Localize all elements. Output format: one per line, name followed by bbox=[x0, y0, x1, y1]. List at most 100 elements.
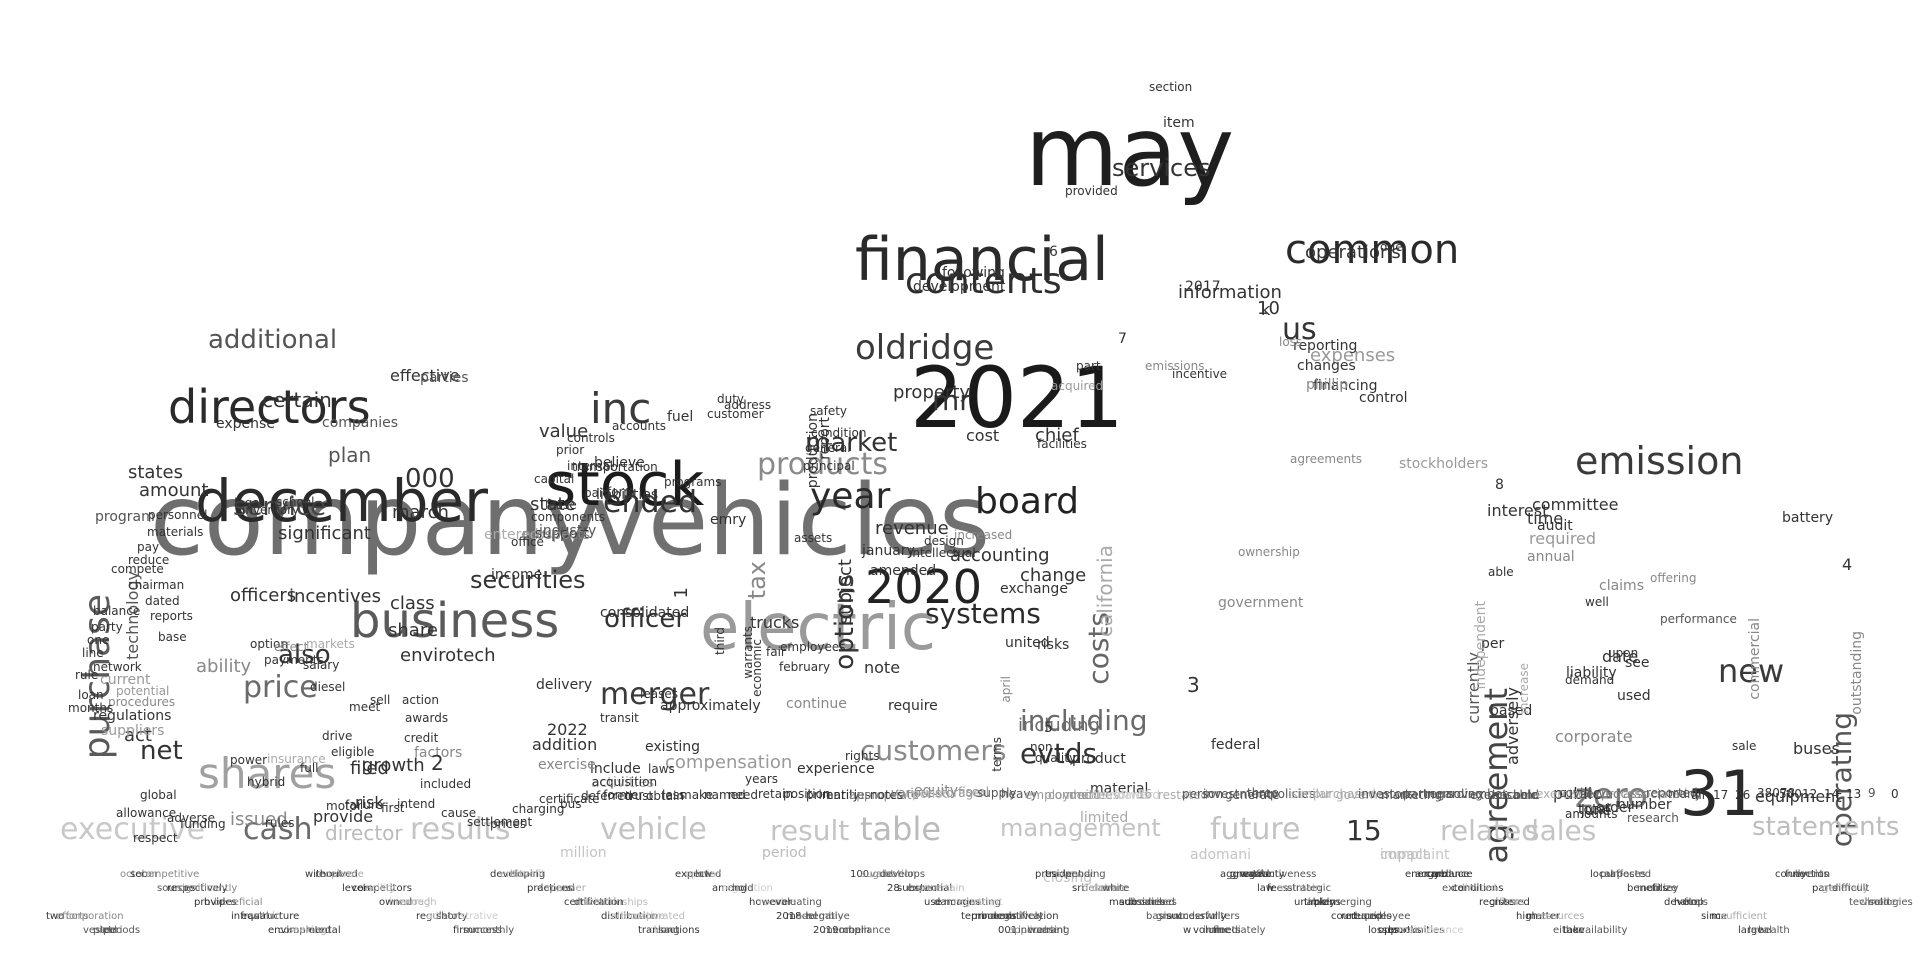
cloud-word: current bbox=[100, 672, 151, 688]
cloud-word: customer bbox=[707, 407, 764, 421]
cloud-word: opportunities bbox=[1378, 925, 1445, 936]
cloud-word: risks bbox=[1037, 637, 1070, 653]
cloud-word: president bbox=[1035, 869, 1083, 880]
cloud-word: periods bbox=[103, 925, 141, 936]
cloud-word: registered bbox=[1479, 897, 1530, 908]
cloud-word: opinion bbox=[685, 869, 722, 880]
cloud-word: sec bbox=[130, 869, 147, 880]
cloud-word: parties bbox=[420, 370, 469, 386]
cloud-word: benefits bbox=[1627, 883, 1668, 894]
cloud-word: mr bbox=[932, 384, 971, 417]
cloud-word: drive bbox=[322, 729, 353, 743]
cloud-word: become bbox=[1492, 788, 1541, 802]
cloud-word: electric bbox=[700, 591, 937, 665]
cloud-word: eligible bbox=[331, 745, 375, 759]
cloud-word: two bbox=[46, 911, 65, 922]
cloud-word: 7 bbox=[1118, 331, 1127, 347]
cloud-word: manner bbox=[547, 883, 586, 894]
cloud-word: share bbox=[388, 620, 438, 641]
cloud-word: 001 bbox=[998, 925, 1018, 936]
cloud-word: corporation bbox=[66, 911, 124, 922]
cloud-word: oldridge bbox=[855, 328, 995, 368]
cloud-word: settlement bbox=[467, 815, 533, 829]
cloud-word: network bbox=[93, 660, 142, 674]
cloud-word: companies bbox=[322, 415, 399, 431]
cloud-word: assets bbox=[794, 531, 833, 545]
cloud-word: section bbox=[1149, 80, 1193, 94]
cloud-word: reports bbox=[150, 609, 193, 623]
cloud-word: potential bbox=[116, 684, 170, 698]
cloud-word: sri bbox=[1072, 883, 1085, 894]
cloud-word: non bbox=[1030, 740, 1053, 754]
cloud-word: 100 bbox=[850, 869, 870, 880]
cloud-word: flows bbox=[1499, 897, 1525, 908]
cloud-word: difficult bbox=[1832, 883, 1870, 894]
cloud-word: operate bbox=[325, 869, 364, 880]
cloud-word: contents bbox=[905, 261, 1062, 302]
cloud-word: trust bbox=[625, 789, 654, 803]
cloud-word: believe bbox=[594, 455, 645, 471]
cloud-word: describes bbox=[1129, 897, 1177, 908]
cloud-word: process bbox=[1601, 787, 1648, 801]
cloud-word: director bbox=[325, 821, 403, 845]
cloud-word: connection bbox=[1775, 869, 1831, 880]
cloud-word: buses bbox=[1793, 739, 1840, 758]
cloud-word: matter bbox=[1526, 911, 1560, 922]
cloud-word: maintenance bbox=[1398, 925, 1464, 936]
cloud-word: cost bbox=[966, 426, 1000, 445]
cloud-word: upon bbox=[1608, 646, 1639, 660]
cloud-word: less bbox=[662, 788, 686, 802]
cloud-word: 38078 bbox=[1757, 786, 1796, 800]
cloud-word: 000 bbox=[405, 464, 455, 494]
cloud-word: impact bbox=[1380, 847, 1429, 863]
cloud-word: investment bbox=[1203, 787, 1271, 801]
cloud-word: provides bbox=[194, 897, 237, 908]
cloud-word: applicable bbox=[1008, 925, 1060, 936]
cloud-word: company bbox=[150, 464, 602, 578]
cloud-word: delivery bbox=[536, 677, 593, 693]
cloud-word: 2017 bbox=[1185, 279, 1221, 295]
cloud-word: base bbox=[158, 630, 187, 644]
cloud-word: months bbox=[68, 701, 114, 715]
cloud-word: certificate bbox=[539, 792, 600, 806]
cloud-word: party bbox=[91, 620, 123, 634]
cloud-word: change bbox=[1020, 565, 1087, 586]
cloud-word: sold bbox=[1869, 897, 1890, 908]
cloud-word: market bbox=[805, 428, 898, 458]
cloud-word: additional bbox=[208, 325, 338, 355]
cloud-word: control bbox=[1359, 390, 1408, 406]
cloud-word: filed bbox=[350, 758, 389, 779]
cloud-word: total bbox=[1578, 802, 1611, 818]
cloud-word: business bbox=[350, 593, 560, 649]
cloud-word: vehicle bbox=[600, 812, 707, 847]
cloud-word: offering bbox=[1650, 571, 1697, 585]
cloud-word: emission bbox=[1575, 439, 1744, 483]
cloud-word: chain bbox=[843, 925, 871, 936]
cloud-word: sales bbox=[1525, 814, 1597, 847]
cloud-word: loan bbox=[78, 688, 104, 702]
cloud-word: warrant bbox=[1028, 925, 1067, 936]
cloud-word: january bbox=[862, 543, 915, 559]
cloud-word: developing bbox=[490, 869, 546, 880]
cloud-word: new bbox=[1718, 652, 1785, 690]
cloud-word: restated bbox=[1158, 788, 1209, 802]
cloud-word: fleets bbox=[1213, 925, 1241, 936]
cloud-word: global bbox=[140, 788, 177, 802]
cloud-word: full bbox=[300, 761, 319, 775]
cloud-word: awards bbox=[405, 711, 449, 725]
cloud-word: 500 bbox=[1779, 787, 1802, 801]
cloud-word: interest bbox=[1487, 501, 1549, 520]
cloud-word: extent bbox=[1442, 883, 1475, 894]
cloud-word: expenses bbox=[1310, 345, 1396, 366]
cloud-word: shares bbox=[198, 749, 337, 798]
cloud-word: incorporated bbox=[621, 911, 685, 922]
cloud-word: evaluating bbox=[769, 897, 822, 908]
cloud-word: hybrid bbox=[247, 775, 286, 789]
cloud-word: 28 bbox=[887, 883, 900, 894]
cloud-word: damages bbox=[934, 897, 981, 908]
cloud-word: transportation bbox=[572, 460, 658, 474]
cloud-word: 6 bbox=[1049, 244, 1058, 260]
cloud-word: state bbox=[530, 494, 576, 515]
cloud-word: employee bbox=[1361, 911, 1411, 922]
cloud-word: also bbox=[278, 640, 331, 670]
